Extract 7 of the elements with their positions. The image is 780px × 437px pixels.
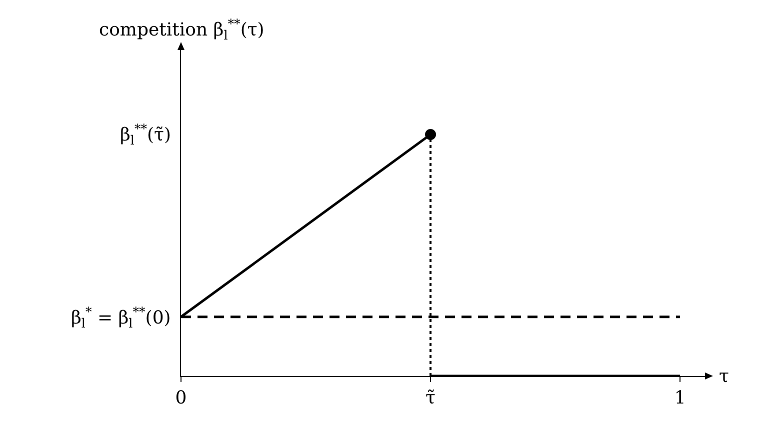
text: competition β$_{l}$$^{**}$(τ) — [99, 16, 264, 42]
x-tick-label: 0 — [175, 388, 187, 409]
x-tick-label: τ̃ — [426, 388, 436, 409]
x-axis-title: τ — [719, 366, 729, 387]
x-tick-label: 1 — [674, 388, 686, 409]
text: β$_{l}$$^{*}$ = β$_{l}$$^{**}$(0) — [71, 304, 171, 330]
text: β$_{l}$$^{**}$(τ̃) — [120, 121, 172, 148]
